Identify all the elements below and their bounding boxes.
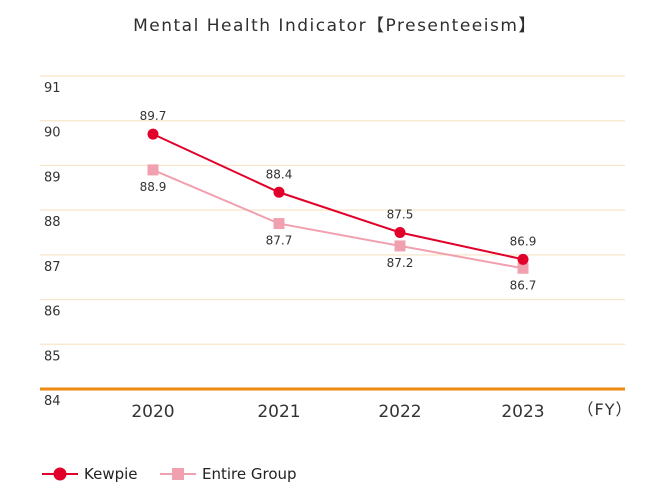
legend-marker-icon <box>53 467 67 481</box>
chart-title: Mental Health Indicator【Presenteeism】 <box>133 16 537 36</box>
data-label: 88.4 <box>266 167 293 181</box>
series-entire-group: 88.9 87.7 87.2 86.7 <box>140 164 537 292</box>
data-label: 87.5 <box>387 208 414 222</box>
data-point-marker <box>394 240 406 252</box>
legend-item-entire-group: Entire Group <box>160 465 297 483</box>
data-point-marker <box>517 262 529 274</box>
x-tick-label: 2022 <box>378 402 421 422</box>
data-point-marker <box>273 186 285 198</box>
y-tick-label: 90 <box>44 126 61 141</box>
x-tick-label: 2021 <box>257 402 300 422</box>
y-tick-label: 84 <box>44 394 61 409</box>
x-tick-label: 2023 <box>501 402 544 422</box>
data-point-marker <box>147 164 159 176</box>
y-tick-label: 87 <box>44 260 61 275</box>
data-point-marker <box>273 218 285 230</box>
data-label: 88.9 <box>140 180 167 194</box>
series-kewpie: 89.7 88.4 87.5 86.9 <box>140 109 537 265</box>
data-label: 87.7 <box>266 234 293 248</box>
y-tick-label: 88 <box>44 215 61 230</box>
x-axis-unit-label: （FY） <box>578 400 633 419</box>
y-axis-ticks: 84 85 86 87 88 89 90 91 <box>44 81 61 409</box>
y-tick-label: 85 <box>44 349 61 364</box>
legend-item-kewpie: Kewpie <box>42 465 138 483</box>
data-label: 87.2 <box>387 256 414 270</box>
legend-label: Kewpie <box>84 465 138 483</box>
legend-label: Entire Group <box>202 465 297 483</box>
x-tick-label: 2020 <box>131 402 174 422</box>
x-axis-ticks: 2020 2021 2022 2023 <box>131 402 544 422</box>
data-point-marker <box>147 128 159 140</box>
series-line <box>152 133 524 261</box>
series-line <box>152 168 524 270</box>
data-label: 89.7 <box>140 109 167 123</box>
series-layer: 88.9 87.7 87.2 86.7 89.7 88.4 87.5 86.9 <box>140 109 537 292</box>
data-label: 86.9 <box>510 234 537 248</box>
data-label: 86.7 <box>510 278 537 292</box>
y-tick-label: 91 <box>44 81 61 96</box>
grid-layer <box>40 75 625 391</box>
legend-marker-icon <box>172 468 184 480</box>
data-point-marker <box>394 227 406 238</box>
y-tick-label: 89 <box>44 170 61 185</box>
legend: Kewpie Entire Group <box>42 465 297 483</box>
data-point-marker <box>517 253 529 265</box>
y-tick-label: 86 <box>44 305 61 320</box>
